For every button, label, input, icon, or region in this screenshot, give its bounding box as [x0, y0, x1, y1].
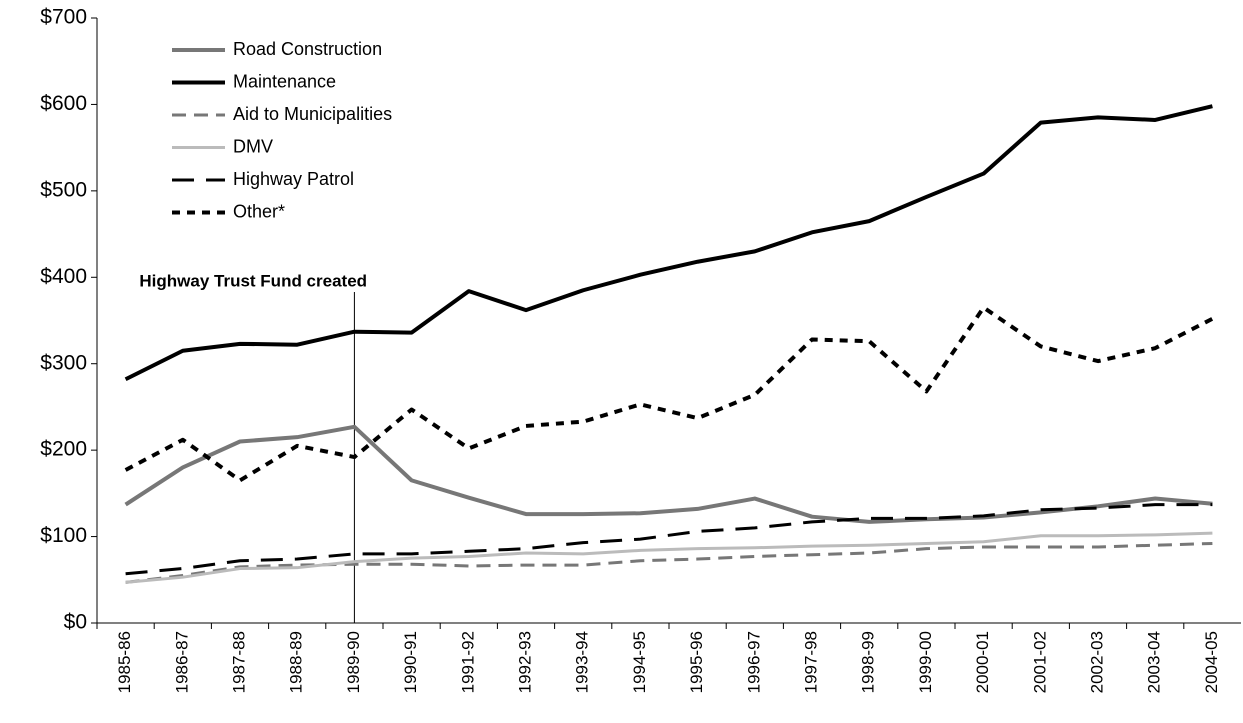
- x-tick-label: 2000-01: [973, 631, 992, 693]
- y-tick-label: $300: [40, 351, 87, 374]
- x-tick-label: 1988-89: [287, 631, 306, 693]
- legend-label: Aid to Municipalities: [233, 104, 392, 124]
- y-tick-label: $100: [40, 524, 87, 547]
- series-line: [124, 424, 1213, 524]
- x-tick-label: 1997-98: [801, 631, 820, 693]
- y-tick-label: $200: [40, 438, 87, 461]
- legend-label: Highway Patrol: [233, 169, 354, 189]
- legend-label: DMV: [233, 136, 273, 156]
- series-line: [125, 541, 1213, 584]
- x-tick-label: 1987-88: [229, 631, 248, 693]
- x-tick-label: 1998-99: [859, 631, 878, 693]
- y-tick-label: $400: [40, 265, 87, 288]
- x-tick-label: 1999-00: [916, 631, 935, 693]
- legend-label: Other*: [233, 201, 285, 221]
- x-tick-label: 1994-95: [630, 631, 649, 693]
- y-tick-label: $0: [64, 611, 87, 634]
- x-tick-label: 1992-93: [515, 631, 534, 693]
- x-tick-label: 1989-90: [344, 631, 363, 693]
- x-tick-label: 1996-97: [744, 631, 763, 693]
- series-line: [125, 503, 1213, 576]
- x-tick-label: 1995-96: [687, 631, 706, 693]
- legend-label: Maintenance: [233, 71, 336, 91]
- x-tick-label: 2001-02: [1030, 631, 1049, 693]
- x-tick-label: 1993-94: [573, 631, 592, 693]
- series-line: [125, 531, 1213, 584]
- y-tick-label: $600: [40, 92, 87, 115]
- x-tick-label: 2004-05: [1202, 631, 1221, 693]
- x-tick-label: 2002-03: [1087, 631, 1106, 693]
- x-tick-label: 1991-92: [458, 631, 477, 693]
- series-line: [124, 305, 1214, 483]
- y-tick-label: $500: [40, 178, 87, 201]
- legend-label: Road Construction: [233, 39, 382, 59]
- x-tick-label: 2003-04: [1145, 631, 1164, 693]
- y-tick-label: $700: [40, 6, 87, 29]
- x-tick-label: 1985-86: [115, 631, 134, 693]
- x-tick-label: 1986-87: [172, 631, 191, 693]
- annotation: Highway Trust Fund created: [139, 271, 367, 290]
- series-line: [124, 104, 1213, 382]
- x-tick-label: 1990-91: [401, 631, 420, 693]
